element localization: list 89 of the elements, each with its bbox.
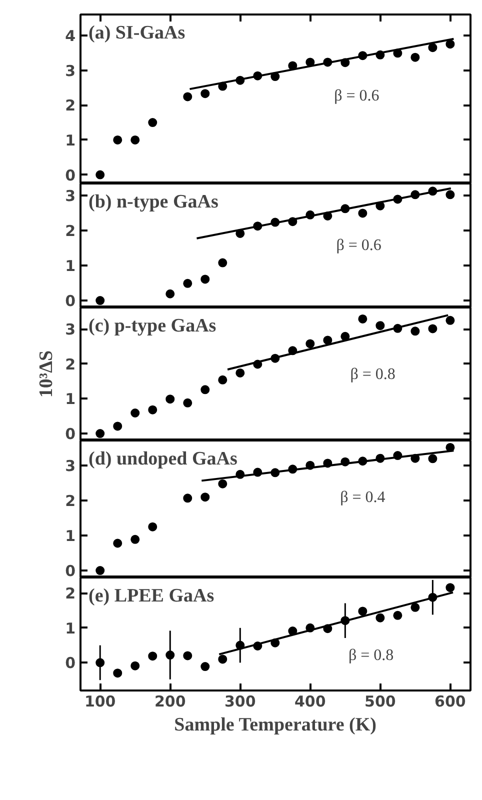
point	[113, 422, 122, 431]
point	[130, 661, 140, 670]
point	[113, 135, 122, 144]
point	[166, 394, 175, 404]
chart-title: (c) p-type GaAs	[88, 316, 216, 336]
x-tick-label: 600	[434, 692, 466, 710]
point	[446, 583, 455, 592]
x-tick-label: 200	[154, 692, 186, 710]
x-tick-label: 300	[224, 692, 256, 710]
point	[130, 135, 140, 144]
chart-title: (d) undoped GaAs	[88, 448, 238, 470]
point	[428, 324, 438, 334]
point	[218, 479, 228, 488]
point	[200, 662, 210, 671]
point	[410, 326, 420, 336]
y-tick-label: 3	[65, 457, 76, 476]
point	[218, 375, 228, 384]
point	[218, 258, 228, 268]
y-tick-label: 1	[65, 257, 76, 276]
point	[393, 610, 402, 620]
chart-title: (a) SI-GaAs	[88, 22, 186, 44]
y-tick-label: 2	[65, 355, 76, 374]
point	[358, 208, 368, 218]
point	[446, 40, 455, 49]
point	[113, 538, 122, 548]
point	[96, 170, 105, 180]
point	[428, 43, 438, 52]
annotation: β = 0.6	[334, 87, 380, 104]
point	[200, 274, 210, 284]
point	[218, 654, 228, 664]
y-tick-label: 0	[65, 425, 76, 444]
y-tick-label: 0	[65, 562, 76, 580]
chart-title: (e) LPEE GaAs	[88, 586, 214, 606]
annotation: β = 0.6	[336, 236, 382, 254]
point	[183, 92, 192, 102]
y-tick-label: 3	[65, 62, 76, 80]
y-tick-label: 3	[65, 320, 76, 339]
point	[148, 118, 158, 128]
chart-title: (b) n-type GaAs	[88, 192, 218, 212]
point	[236, 368, 245, 378]
y-tick-label: 3	[65, 187, 76, 206]
point	[428, 454, 438, 464]
y-tick-label: 1	[65, 619, 76, 638]
point	[306, 339, 315, 348]
point	[183, 494, 192, 503]
point	[358, 314, 368, 324]
point	[96, 296, 105, 306]
x-tick-label: 400	[294, 692, 326, 710]
point	[183, 651, 192, 660]
point	[323, 336, 332, 345]
point	[410, 52, 420, 62]
y-tick-label: 2	[65, 222, 76, 240]
y-axis-title: 10³ΔS	[36, 350, 58, 398]
point	[376, 613, 385, 622]
point	[130, 534, 140, 544]
y-tick-label: 4	[65, 26, 76, 45]
annotation: β = 0.4	[340, 489, 386, 506]
point	[446, 316, 455, 325]
annotation: β = 0.8	[350, 366, 396, 383]
x-tick-label: 100	[84, 692, 116, 710]
point	[200, 89, 210, 98]
point	[148, 652, 158, 661]
y-tick-label: 2	[65, 96, 76, 115]
y-tick-label: 2	[65, 584, 76, 603]
x-tick-label: 500	[364, 692, 396, 710]
point	[183, 398, 192, 408]
point	[446, 190, 455, 200]
y-tick-label: 0	[65, 166, 76, 184]
point	[410, 602, 420, 612]
point	[183, 278, 192, 288]
point	[148, 522, 158, 532]
x-axis-title: Sample Temperature (K)	[174, 714, 376, 736]
y-tick-label: 0	[65, 654, 76, 672]
y-tick-label: 1	[65, 527, 76, 546]
point	[96, 429, 105, 438]
point	[376, 321, 385, 330]
point	[358, 606, 368, 616]
annotation: β = 0.8	[348, 646, 394, 664]
y-tick-label: 2	[65, 492, 76, 510]
point	[200, 385, 210, 394]
point	[96, 566, 105, 575]
point	[113, 668, 122, 678]
y-tick-label: 1	[65, 131, 76, 150]
y-tick-label: 0	[65, 292, 76, 310]
point	[148, 405, 158, 414]
y-tick-label: 1	[65, 390, 76, 408]
point	[166, 289, 175, 298]
point	[200, 492, 210, 502]
point	[130, 408, 140, 418]
